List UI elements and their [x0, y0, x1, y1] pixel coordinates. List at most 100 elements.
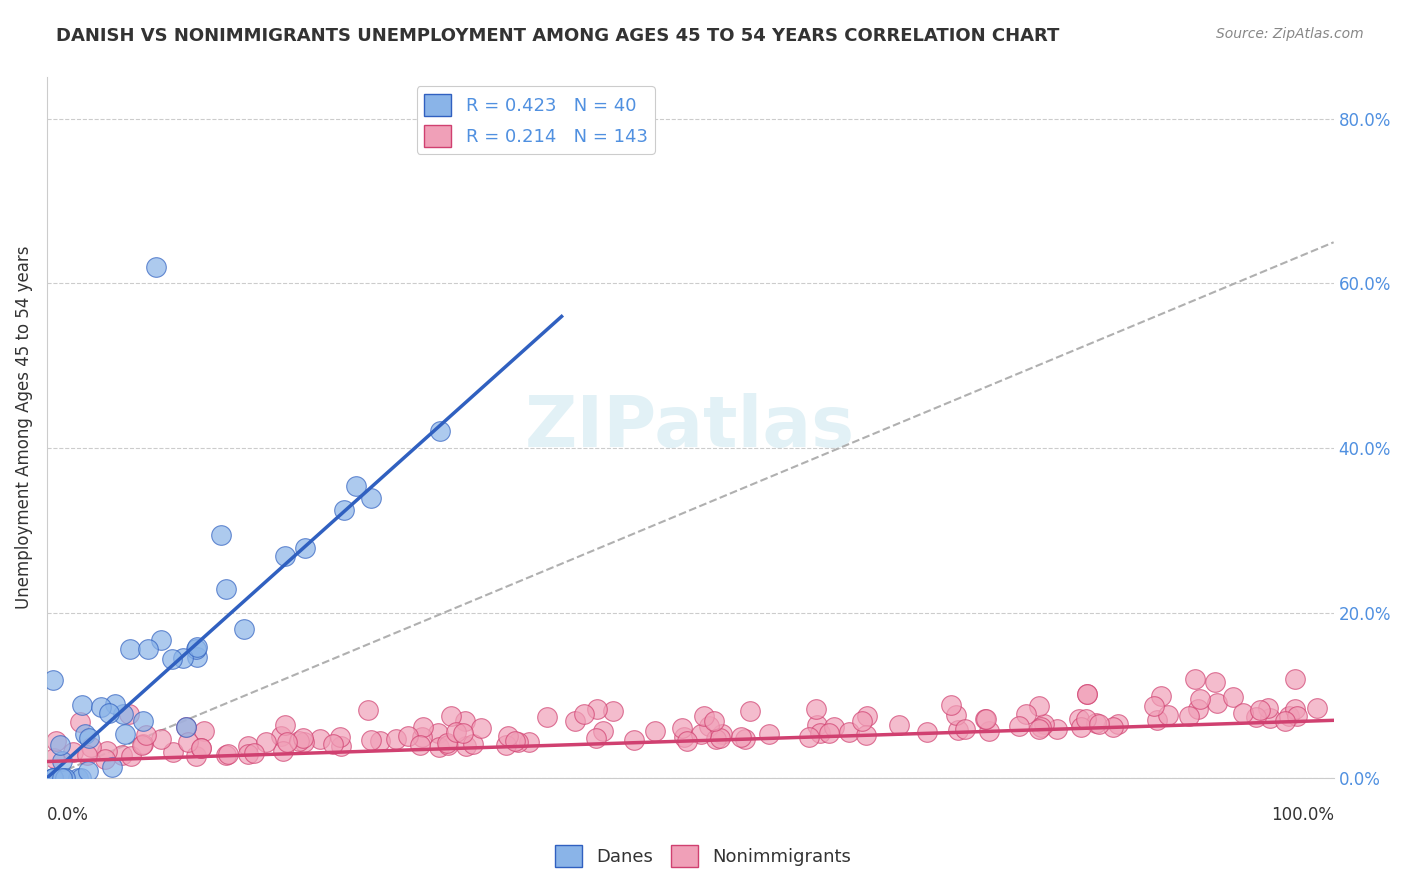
Point [644, 724, 666, 739]
Point [517, 734, 540, 748]
Point [42, 771, 65, 785]
Point [76, 764, 98, 778]
Point [184, 642, 207, 657]
Point [236, 747, 259, 762]
Point [946, 723, 969, 738]
Point [1085, 716, 1108, 731]
Point [101, 759, 124, 773]
Point [1187, 701, 1209, 715]
Point [172, 651, 194, 665]
Point [160, 652, 183, 666]
Point [411, 730, 433, 744]
Point [132, 737, 155, 751]
Point [80, 739, 103, 754]
Point [572, 707, 595, 722]
Point [236, 739, 259, 754]
Point [1033, 717, 1056, 731]
Point [1306, 701, 1329, 715]
Point [673, 731, 696, 745]
Point [243, 746, 266, 760]
Point [48, 738, 70, 752]
Y-axis label: Unemployment Among Ages 45 to 54 years: Unemployment Among Ages 45 to 54 years [15, 246, 32, 609]
Point [42, 751, 65, 765]
Point [42, 673, 65, 687]
Point [356, 703, 378, 717]
Point [1076, 687, 1098, 701]
Point [734, 732, 756, 747]
Point [851, 714, 873, 728]
Point [697, 719, 720, 733]
Text: ZIPatlas: ZIPatlas [526, 393, 855, 462]
Point [120, 749, 142, 764]
Point [217, 747, 239, 761]
Point [360, 491, 382, 505]
Point [135, 728, 157, 742]
Point [470, 721, 492, 735]
Point [855, 728, 877, 742]
Point [1206, 696, 1229, 710]
Point [69, 715, 91, 730]
Point [941, 698, 963, 713]
Point [291, 731, 314, 745]
Point [1204, 675, 1226, 690]
Point [42, 771, 65, 785]
Point [150, 632, 173, 647]
Point [344, 479, 367, 493]
Point [586, 702, 609, 716]
Point [104, 697, 127, 711]
Point [184, 748, 207, 763]
Point [1284, 702, 1306, 716]
Point [131, 738, 153, 752]
Point [396, 730, 419, 744]
Point [690, 726, 713, 740]
Point [1284, 672, 1306, 686]
Point [330, 739, 353, 753]
Point [76, 747, 98, 762]
Point [1150, 690, 1173, 704]
Point [1069, 712, 1091, 726]
Point [215, 747, 238, 762]
Point [1278, 708, 1301, 723]
Point [623, 733, 645, 747]
Point [437, 738, 460, 752]
Point [806, 702, 828, 716]
Point [1028, 699, 1050, 714]
Point [67, 771, 90, 785]
Point [823, 720, 845, 734]
Point [149, 732, 172, 747]
Text: Source: ZipAtlas.com: Source: ZipAtlas.com [1216, 27, 1364, 41]
Point [1029, 720, 1052, 734]
Point [889, 718, 911, 732]
Point [111, 748, 134, 763]
Point [1188, 691, 1211, 706]
Point [209, 527, 232, 541]
Point [495, 739, 517, 753]
Point [322, 737, 344, 751]
Point [254, 734, 277, 748]
Point [1222, 690, 1244, 704]
Point [271, 743, 294, 757]
Point [114, 727, 136, 741]
Point [977, 723, 1000, 738]
Point [1028, 723, 1050, 737]
Point [1244, 710, 1267, 724]
Point [1157, 708, 1180, 723]
Point [806, 718, 828, 732]
Point [51, 771, 73, 785]
Point [62, 745, 84, 759]
Point [1249, 703, 1271, 717]
Point [1143, 698, 1166, 713]
Point [1232, 706, 1254, 720]
Point [917, 724, 939, 739]
Point [799, 730, 821, 744]
Point [1107, 716, 1129, 731]
Point [270, 729, 292, 743]
Point [53, 771, 76, 785]
Point [96, 744, 118, 758]
Point [215, 582, 238, 597]
Point [1258, 711, 1281, 725]
Point [536, 710, 558, 724]
Point [1076, 687, 1098, 701]
Point [174, 720, 197, 734]
Point [709, 731, 731, 745]
